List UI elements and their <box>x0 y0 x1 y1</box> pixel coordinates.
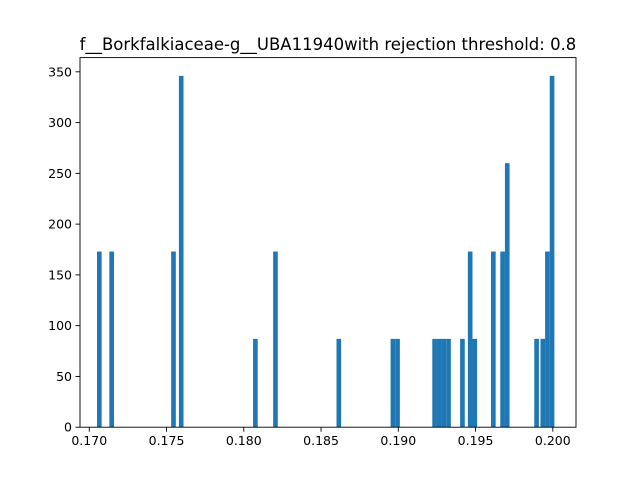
histogram-bar <box>390 338 396 428</box>
histogram-bar <box>504 163 510 428</box>
x-axis-ticks: 0.170 0.175 0.180 0.185 0.190 0.195 0.200 <box>71 427 571 448</box>
y-tick-label: 0 <box>64 420 72 435</box>
bars-layer <box>97 75 555 428</box>
chart-title: f__Borkfalkiaceae-g__UBA11940with reject… <box>80 35 577 55</box>
y-tick-label: 250 <box>48 166 72 181</box>
y-tick-label: 300 <box>48 115 72 130</box>
y-tick-label: 100 <box>48 318 72 333</box>
histogram-bar <box>171 251 176 428</box>
histogram-bar <box>336 338 342 428</box>
y-tick-label: 150 <box>48 267 72 282</box>
x-tick-label: 0.195 <box>458 433 494 448</box>
y-tick-label: 200 <box>48 217 72 232</box>
x-tick-label: 0.180 <box>226 433 262 448</box>
histogram-bar <box>253 338 258 428</box>
histogram-bar <box>549 75 555 428</box>
histogram-bar <box>491 251 496 428</box>
histogram-bar <box>534 338 539 428</box>
histogram-bar <box>97 251 102 428</box>
histogram-bar <box>109 251 114 428</box>
histogram-bar <box>446 338 451 428</box>
histogram-bar <box>500 251 505 428</box>
y-axis-ticks: 0 50 100 150 200 250 300 350 <box>48 64 80 435</box>
x-tick-label: 0.185 <box>303 433 339 448</box>
x-tick-label: 0.170 <box>71 433 107 448</box>
histogram-bar <box>472 338 478 428</box>
histogram-bar <box>467 251 473 428</box>
histogram-bar <box>273 251 278 428</box>
histogram-bar <box>540 338 546 428</box>
plot-area-frame <box>79 57 577 428</box>
x-tick-label: 0.200 <box>535 433 571 448</box>
y-tick-label: 350 <box>48 64 72 79</box>
histogram-bar <box>178 75 184 428</box>
x-tick-label: 0.190 <box>380 433 416 448</box>
histogram-bar <box>395 338 400 428</box>
x-tick-label: 0.175 <box>149 433 185 448</box>
histogram-bar <box>436 338 442 428</box>
histogram-bar <box>460 338 465 428</box>
histogram-bar <box>545 251 550 428</box>
y-tick-label: 50 <box>56 369 72 384</box>
histogram-bar <box>441 338 447 428</box>
histogram-bar <box>432 338 437 428</box>
